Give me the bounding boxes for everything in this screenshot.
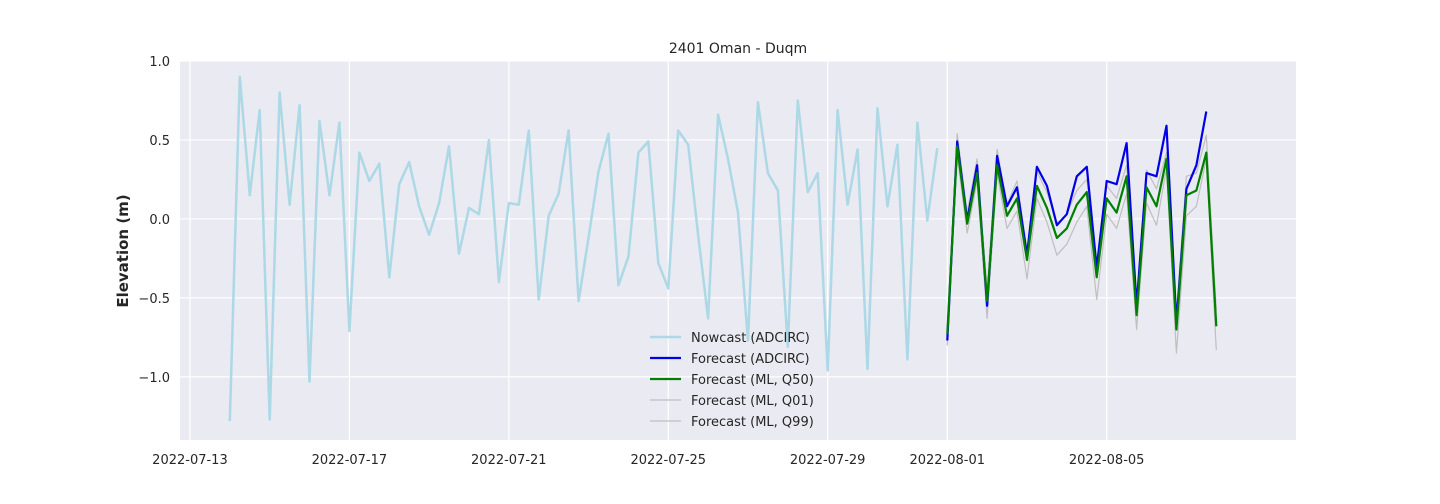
chart-title: 2401 Oman - Duqm (669, 41, 807, 57)
legend-label: Forecast (ML, Q50) (691, 373, 814, 388)
y-axis: −1.0 −0.5 0.0 0.5 1.0 (138, 55, 170, 386)
x-tick-label: 2022-08-05 (1069, 453, 1145, 468)
series-line-2 (946, 145, 1218, 335)
series-line-0 (228, 75, 939, 422)
y-tick-label: 0.0 (149, 213, 170, 228)
legend-label: Forecast (ML, Q01) (691, 394, 814, 409)
y-tick-label: −0.5 (138, 292, 170, 307)
x-axis: 2022-07-13 2022-07-17 2022-07-21 2022-07-25… (152, 453, 1144, 468)
y-tick-label: 1.0 (149, 55, 170, 70)
legend-label: Nowcast (ADCIRC) (691, 331, 810, 346)
x-tick-label: 2022-08-01 (909, 453, 985, 468)
x-tick-label: 2022-07-17 (312, 453, 388, 468)
legend: Nowcast (ADCIRC) Forecast (ADCIRC) Forecas… (650, 331, 814, 430)
series-layer (228, 75, 1218, 422)
legend-label: Forecast (ADCIRC) (691, 352, 810, 367)
y-tick-label: 0.5 (149, 134, 170, 149)
x-tick-label: 2022-07-13 (152, 453, 228, 468)
x-tick-label: 2022-07-25 (630, 453, 706, 468)
y-tick-label: −1.0 (138, 371, 170, 386)
x-tick-label: 2022-07-21 (471, 453, 547, 468)
y-axis-label: Elevation (m) (114, 194, 132, 307)
x-tick-label: 2022-07-29 (790, 453, 866, 468)
legend-label: Forecast (ML, Q99) (691, 415, 814, 430)
